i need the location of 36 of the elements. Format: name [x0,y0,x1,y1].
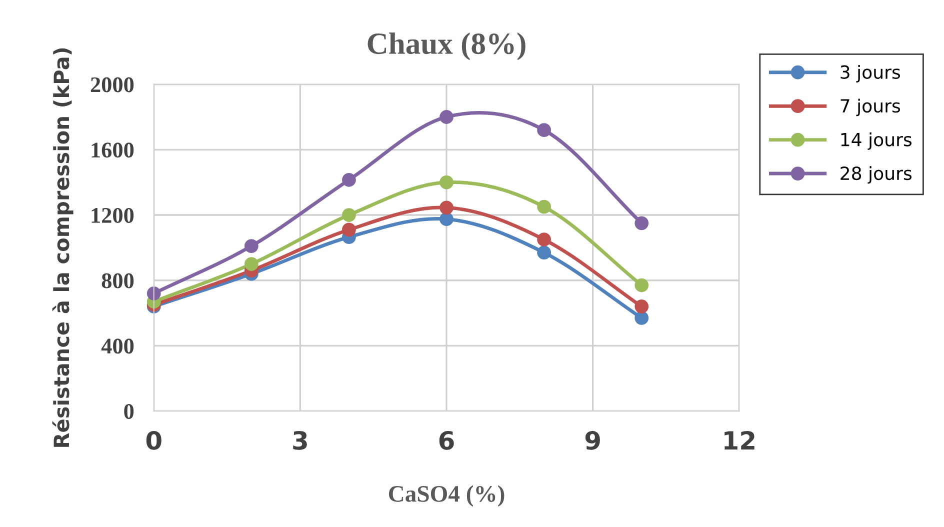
x-axis-title: CaSO4 (%) [388,485,504,507]
point [634,278,649,292]
point [440,200,454,215]
y-tick-label: 800 [102,273,134,288]
x-tick-label: 12 [724,430,754,450]
point [440,175,454,190]
chart-title: Chaux (8%) [368,32,526,60]
x-tick-label: 6 [439,430,454,450]
legend-label: 14 jours [841,132,912,150]
point [146,286,161,300]
point [440,212,454,226]
y-tick-label: 400 [101,338,134,354]
x-tick-label: 9 [585,430,600,450]
x-tick-label: 0 [146,430,162,450]
point [537,232,552,246]
y-tick-label: 1600 [92,142,134,158]
y-tick-label: 1200 [92,208,134,223]
y-tick-label: 2000 [90,77,134,92]
point [634,300,649,314]
point [634,310,649,325]
legend-label: 7 jours [840,98,900,116]
y-tick-label: 0 [124,404,134,419]
point [537,123,552,138]
y-axis-title: Résistance à la compression (kPa) [52,48,74,447]
point [342,172,356,187]
x-tick-label: 3 [293,430,307,450]
point [244,239,258,253]
point [634,216,649,230]
legend-label: 3 jours [840,64,900,82]
point [440,110,454,124]
point [244,257,258,271]
point [342,208,356,222]
point [342,222,356,237]
point [537,246,552,260]
point [537,200,552,214]
legend-label: 28 jours [840,166,912,184]
